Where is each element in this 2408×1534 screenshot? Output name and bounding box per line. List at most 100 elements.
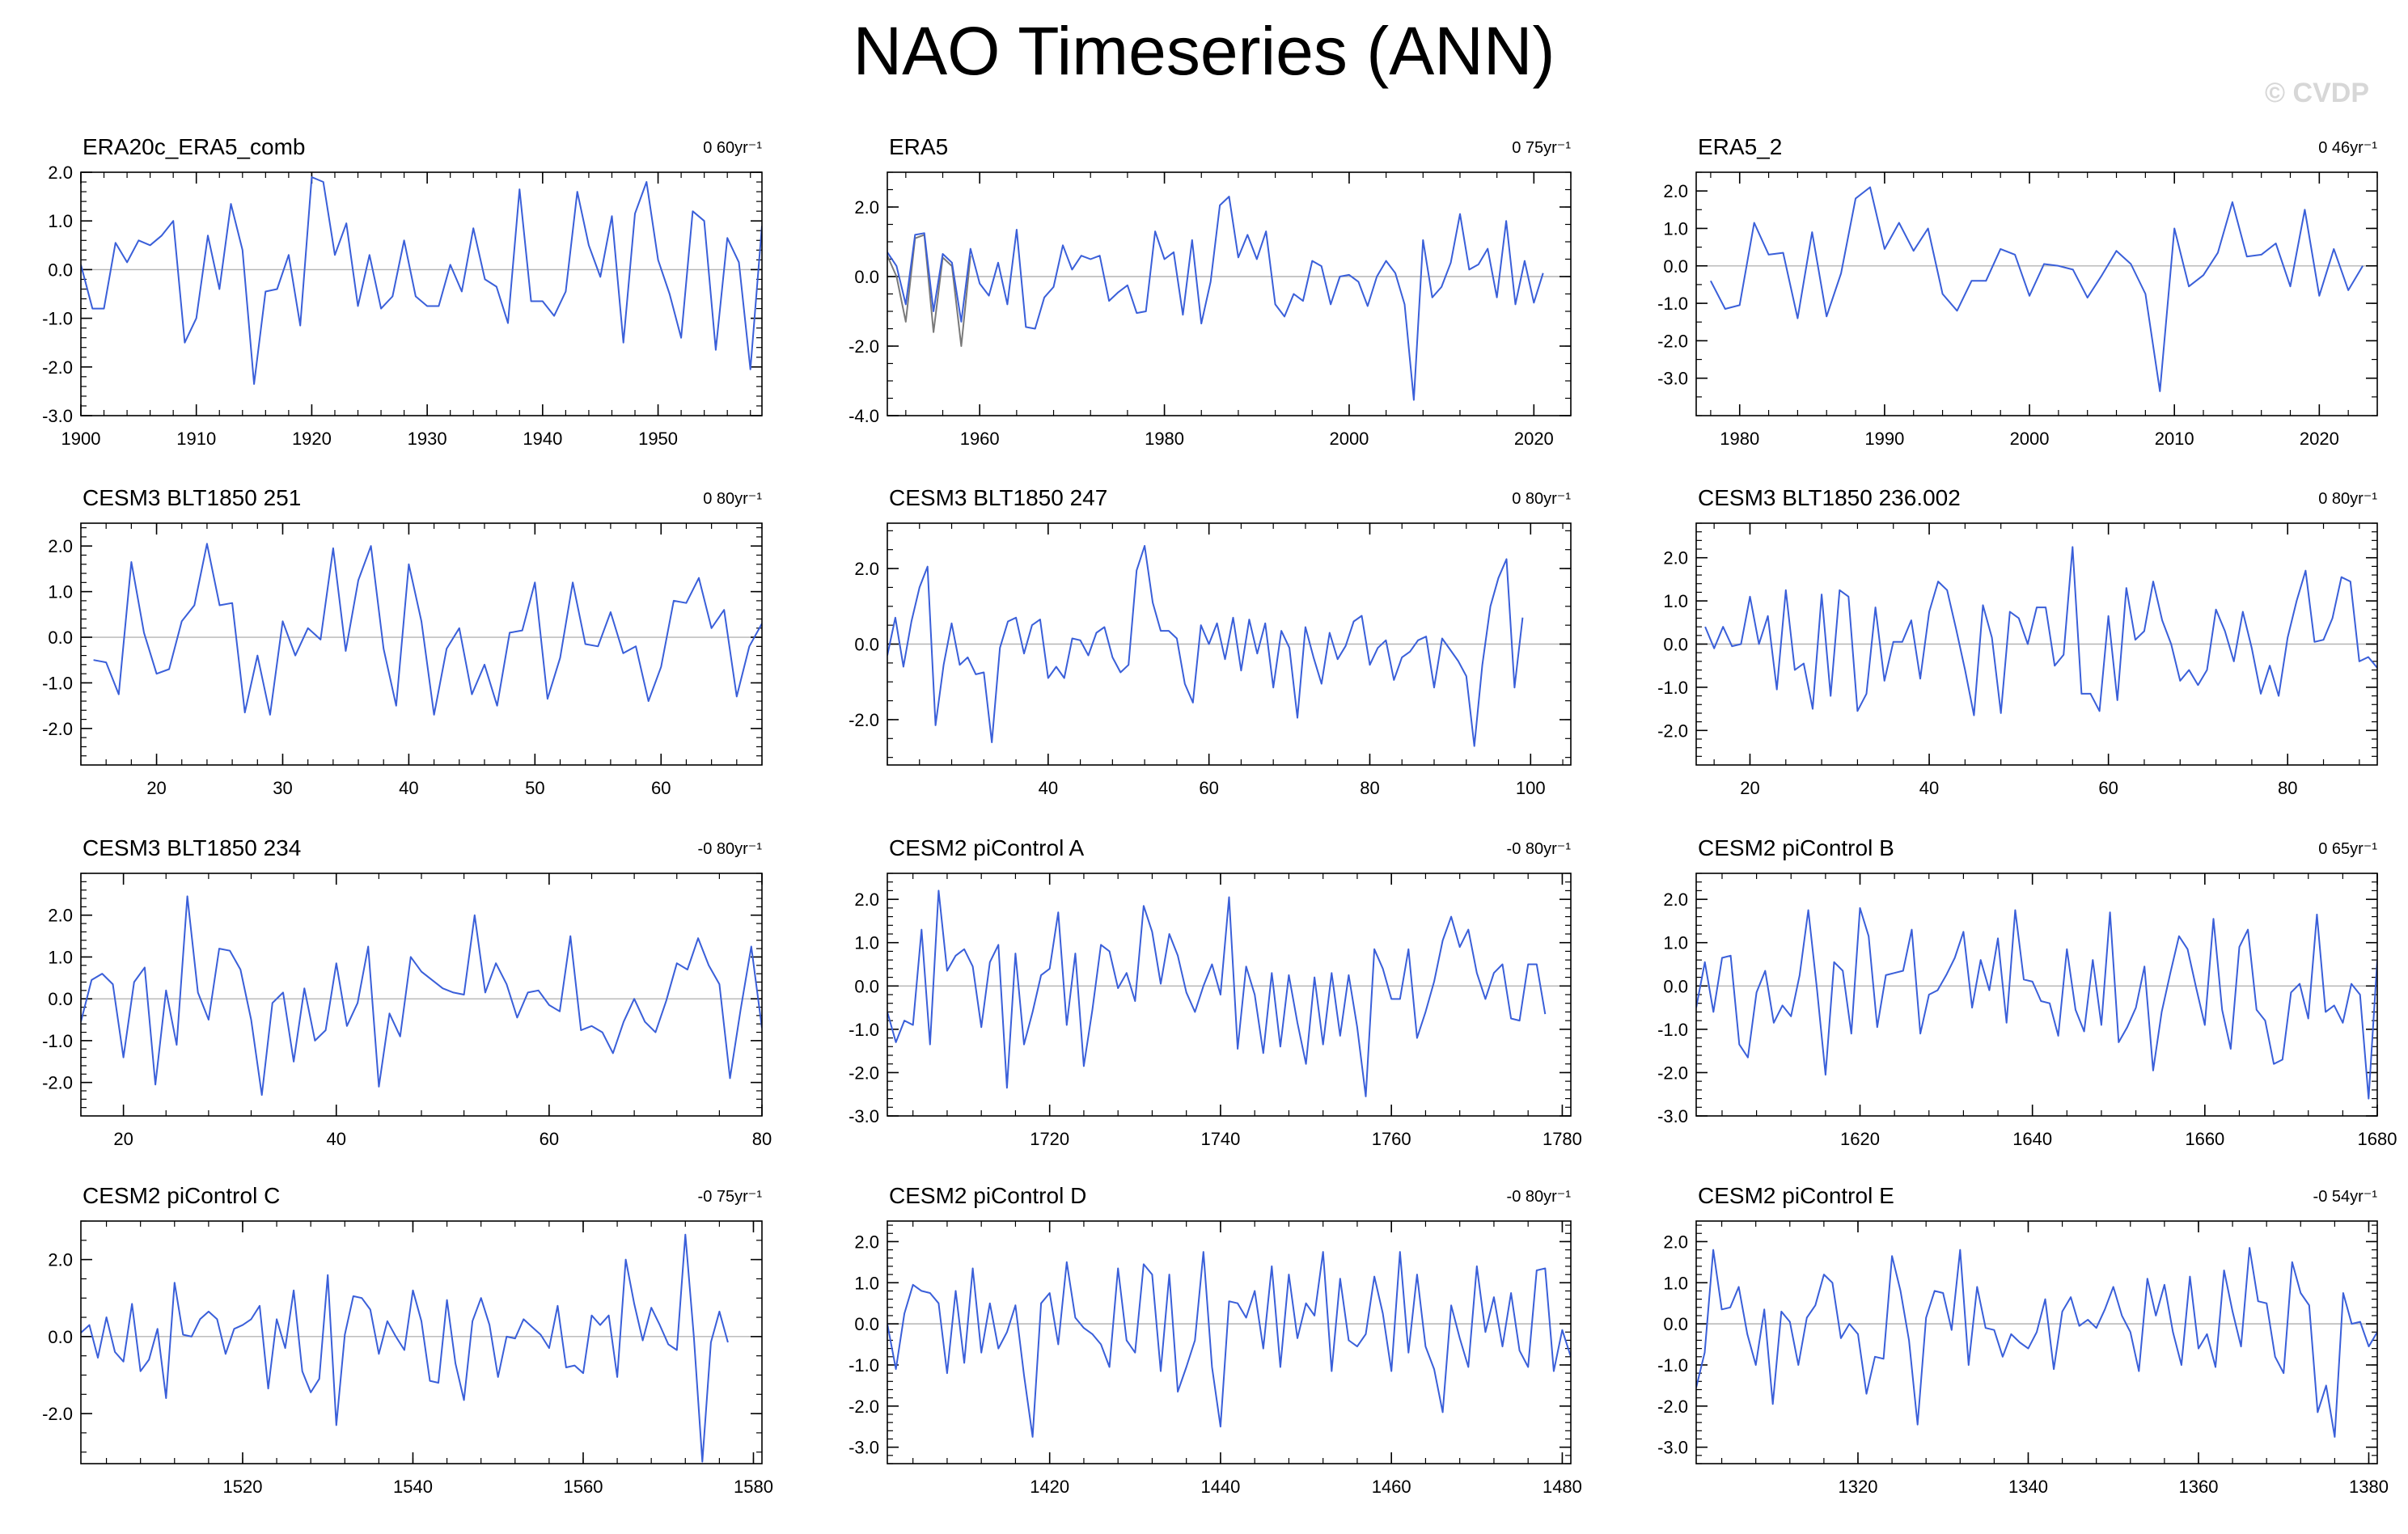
plot-frame — [80, 873, 763, 1117]
chart-panel-10: CESM2 piControl C -0 75yr⁻¹ -2.0 0.0 2.0 1520… — [42, 1183, 773, 1497]
series-line-era20c — [887, 234, 971, 347]
series-line-nao — [81, 895, 762, 1097]
y-tick-label: -2.0 — [1657, 1063, 1688, 1083]
y-tick-label: -1.0 — [849, 1020, 879, 1040]
series-line-nao — [93, 543, 762, 716]
x-tick-label: 2000 — [2010, 429, 2050, 449]
chart-title: CESM2 piControl E — [1698, 1183, 1894, 1208]
x-tick-label: 30 — [273, 778, 292, 798]
chart-title: CESM3 BLT1850 247 — [889, 485, 1107, 510]
plot-frame — [1695, 873, 2378, 1117]
y-tick-label: -3.0 — [849, 1106, 879, 1126]
series-line-nao — [887, 890, 1547, 1097]
y-tick-label: 2.0 — [1663, 1232, 1688, 1252]
chart-panel-11: CESM2 piControl D -0 80yr⁻¹ -3.0 -2.0 -1.0 0.… — [849, 1183, 1582, 1497]
x-tick-label: 1900 — [61, 429, 101, 449]
series-line-nao — [81, 176, 762, 385]
plot-frame — [1695, 522, 2378, 766]
chart-title: ERA20c_ERA5_comb — [83, 134, 305, 159]
y-tick-label: -3.0 — [1657, 1438, 1688, 1458]
x-tick-label: 1520 — [222, 1477, 262, 1497]
chart-panel-1: ERA20c_ERA5_comb 0 60yr⁻¹ -3.0 -2.0 -1.0 0.0 1… — [42, 134, 763, 449]
x-tick-label: 2000 — [1329, 429, 1369, 449]
chart-title: ERA5 — [889, 134, 948, 159]
trend-label: -0 54yr⁻¹ — [2313, 1188, 2378, 1206]
chart-title: CESM3 BLT1850 236.002 — [1698, 485, 1961, 510]
y-tick-label: -2.0 — [849, 1397, 879, 1417]
x-tick-label: 1990 — [1864, 429, 1904, 449]
series-line-nao — [1696, 906, 2377, 1100]
y-tick-label: -1.0 — [849, 1355, 879, 1376]
y-tick-label: 2.0 — [1663, 181, 1688, 201]
x-tick-label: 1740 — [1200, 1129, 1240, 1149]
chart-panel-9: CESM2 piControl B 0 65yr⁻¹ -3.0 -2.0 -1.0 0.0… — [1657, 835, 2397, 1149]
plot-frame — [1695, 171, 2378, 416]
chart-panel-3: ERA5_2 0 46yr⁻¹ -3.0 -2.0 -1.0 0.0 1.0 2.0 1980 1… — [1657, 134, 2378, 449]
y-tick-label: -3.0 — [42, 406, 73, 426]
plot-frame — [1695, 1220, 2378, 1464]
x-tick-label: 1930 — [408, 429, 447, 449]
y-tick-label: -3.0 — [1657, 369, 1688, 389]
y-tick-label: 1.0 — [854, 1273, 879, 1293]
x-tick-label: 2010 — [2155, 429, 2194, 449]
y-tick-label: 1.0 — [1663, 218, 1688, 239]
plot-frame — [887, 873, 1572, 1117]
chart-title: CESM2 piControl C — [83, 1183, 280, 1208]
x-tick-label: 1360 — [2178, 1477, 2218, 1497]
chart-title: CESM3 BLT1850 251 — [83, 485, 301, 510]
y-tick-label: -1.0 — [1657, 678, 1688, 698]
y-tick-label: 2.0 — [48, 536, 73, 556]
x-tick-label: 80 — [752, 1129, 772, 1149]
y-tick-label: 1.0 — [854, 933, 879, 953]
x-tick-label: 1940 — [523, 429, 562, 449]
y-tick-label: -2.0 — [42, 719, 73, 739]
x-tick-label: 1580 — [734, 1477, 773, 1497]
y-tick-label: 0.0 — [854, 976, 879, 996]
chart-title: CESM2 piControl D — [889, 1183, 1086, 1208]
trend-label: 0 80yr⁻¹ — [2318, 490, 2377, 508]
x-tick-label: 40 — [399, 778, 418, 798]
chart-panel-8: CESM2 piControl A -0 80yr⁻¹ -3.0 -2.0 -1.0 0.… — [849, 835, 1582, 1149]
plot-frame — [80, 1220, 763, 1464]
y-tick-label: -3.0 — [849, 1438, 879, 1458]
y-tick-label: -2.0 — [849, 336, 879, 357]
chart-panel-2: ERA5 0 75yr⁻¹ -4.0 -2.0 0.0 2.0 1960 1980 2000 20… — [849, 134, 1572, 449]
y-tick-label: -2.0 — [1657, 721, 1688, 741]
y-tick-label: 0.0 — [854, 1314, 879, 1334]
y-tick-label: 2.0 — [854, 197, 879, 218]
chart-title: CESM2 piControl B — [1698, 835, 1894, 860]
series-line-nao — [1696, 1247, 2377, 1438]
y-tick-label: -3.0 — [1657, 1106, 1688, 1126]
series-line-nao — [81, 1233, 729, 1463]
y-tick-label: 2.0 — [48, 1250, 73, 1270]
y-tick-label: 0.0 — [48, 628, 73, 648]
x-tick-label: 1920 — [292, 429, 332, 449]
x-tick-label: 60 — [540, 1129, 559, 1149]
x-tick-label: 20 — [146, 778, 166, 798]
x-tick-label: 1950 — [638, 429, 678, 449]
trend-label: -0 80yr⁻¹ — [698, 840, 763, 858]
chart-title: ERA5_2 — [1698, 134, 1782, 159]
y-tick-label: 0.0 — [1663, 976, 1688, 996]
x-tick-label: 80 — [1360, 778, 1379, 798]
trend-label: -0 80yr⁻¹ — [1507, 840, 1572, 858]
chart-panel-7: CESM3 BLT1850 234 -0 80yr⁻¹ -2.0 -1.0 0.0 1.0… — [42, 835, 772, 1149]
chart-panel-4: CESM3 BLT1850 251 0 80yr⁻¹ -2.0 -1.0 0.0 1.0 2… — [42, 485, 763, 798]
x-tick-label: 1660 — [2185, 1129, 2224, 1149]
y-tick-label: 1.0 — [48, 582, 73, 602]
series-line-nao — [1704, 546, 2377, 716]
x-tick-label: 1980 — [1145, 429, 1184, 449]
plot-frame — [887, 522, 1572, 766]
trend-label: -0 80yr⁻¹ — [1507, 1188, 1572, 1206]
trend-label: 0 60yr⁻¹ — [703, 139, 762, 157]
y-tick-label: -2.0 — [42, 1073, 73, 1093]
plot-frame — [80, 171, 763, 416]
x-tick-label: 1760 — [1372, 1129, 1411, 1149]
trend-label: 0 75yr⁻¹ — [1512, 139, 1571, 157]
y-tick-label: -2.0 — [849, 1063, 879, 1083]
chart-title: CESM3 BLT1850 234 — [83, 835, 301, 860]
y-tick-label: 0.0 — [854, 267, 879, 287]
y-tick-label: -2.0 — [849, 710, 879, 730]
series-line-nao — [887, 1251, 1571, 1438]
y-tick-label: -1.0 — [42, 309, 73, 329]
